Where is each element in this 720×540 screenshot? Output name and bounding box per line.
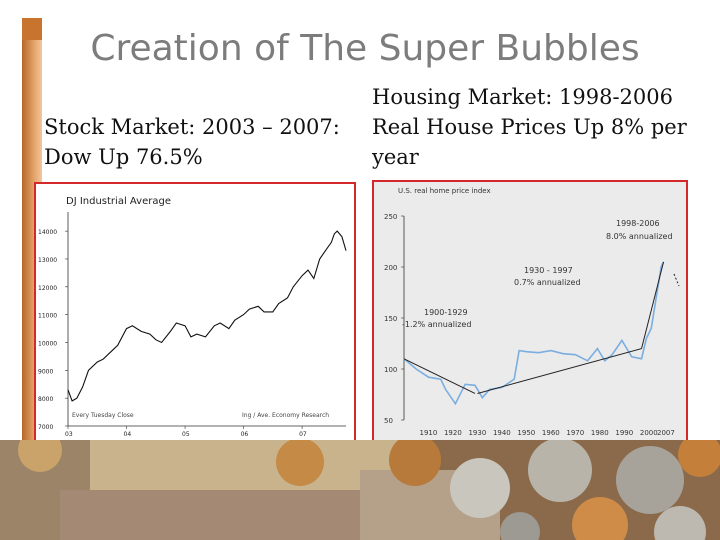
dow-x-tick-label: 03 bbox=[65, 431, 73, 438]
housing-x-tick-label: 1970 bbox=[566, 429, 584, 437]
dow-x-tick-label: 04 bbox=[124, 431, 132, 438]
dow-y-tick-label: 13000 bbox=[38, 257, 57, 264]
coins-and-banknotes-photo bbox=[0, 440, 720, 540]
housing-series-line bbox=[403, 261, 665, 406]
dow-y-tick-label: 10000 bbox=[38, 340, 57, 347]
housing-x-tick-label: 1940 bbox=[493, 429, 511, 437]
dow-chart-title: DJ Industrial Average bbox=[66, 196, 171, 207]
housing-x-tick-label: 1910 bbox=[419, 429, 437, 437]
trend-1930-1997 bbox=[477, 348, 642, 394]
housing-x-tick-label: 1980 bbox=[591, 429, 609, 437]
annotation-1998-2006: 1998-2006 bbox=[616, 219, 660, 228]
housing-x-tick-label: 2007 bbox=[657, 429, 675, 437]
annotation-neg1.2pct: -1.2% annualized bbox=[402, 320, 471, 329]
dow-series-line bbox=[67, 230, 347, 402]
dow-y-tick-label: 9000 bbox=[38, 368, 53, 375]
dow-y-tick-label: 7000 bbox=[38, 424, 53, 431]
housing-x-tick-label: 1920 bbox=[444, 429, 462, 437]
annotation-1930-1997: 1930 - 1997 bbox=[524, 266, 573, 275]
annotation-8pct: 8.0% annualized bbox=[606, 232, 673, 241]
housing-y-tick-label: 200 bbox=[384, 264, 397, 272]
housing-x-tick-label: 1930 bbox=[468, 429, 486, 437]
slide-title: Creation of The Super Bubbles bbox=[90, 28, 640, 69]
housing-chart-frame: U.S. real home price index 1998-2006 8.0… bbox=[372, 180, 688, 446]
housing-x-tick-label: 1990 bbox=[615, 429, 633, 437]
stock-market-caption: Stock Market: 2003 – 2007: Dow Up 76.5% bbox=[44, 115, 340, 169]
dow-footer-left: Every Tuesday Close bbox=[72, 412, 134, 419]
dow-y-tick-label: 8000 bbox=[38, 396, 53, 403]
housing-y-tick-label: 150 bbox=[384, 315, 397, 323]
trend-1900-1929 bbox=[403, 358, 476, 394]
dow-y-tick-label: 12000 bbox=[38, 285, 57, 292]
dow-y-tick-label: 14000 bbox=[38, 229, 57, 236]
housing-market-caption: Housing Market: 1998-2006 Real House Pri… bbox=[372, 85, 687, 169]
housing-y-tick-label: 50 bbox=[384, 417, 393, 425]
dow-x-tick-label: 06 bbox=[241, 431, 249, 438]
dow-x-tick-label: 07 bbox=[299, 431, 307, 438]
housing-x-tick-label: 2000 bbox=[640, 429, 658, 437]
housing-x-tick-label: 1960 bbox=[542, 429, 560, 437]
housing-y-tick-label: 250 bbox=[384, 213, 397, 221]
housing-y-tick-label: 100 bbox=[384, 366, 397, 374]
dow-chart: DJ Industrial Average Every Tuesday Clos… bbox=[36, 184, 354, 442]
dow-x-tick-label: 05 bbox=[182, 431, 190, 438]
accent-bar-top bbox=[22, 18, 42, 40]
trend-1998-2006 bbox=[641, 261, 665, 349]
annotation-1900-1929: 1900-1929 bbox=[424, 308, 468, 317]
housing-chart-title: U.S. real home price index bbox=[398, 187, 491, 195]
dow-footer-right: Ing / Ave. Economy Research bbox=[242, 412, 329, 419]
dow-chart-frame: DJ Industrial Average Every Tuesday Clos… bbox=[34, 182, 356, 444]
dow-y-tick-label: 11000 bbox=[38, 313, 57, 320]
annotation-0.7pct: 0.7% annualized bbox=[514, 278, 581, 287]
housing-chart: U.S. real home price index 1998-2006 8.0… bbox=[374, 182, 686, 444]
housing-x-tick-label: 1950 bbox=[517, 429, 535, 437]
